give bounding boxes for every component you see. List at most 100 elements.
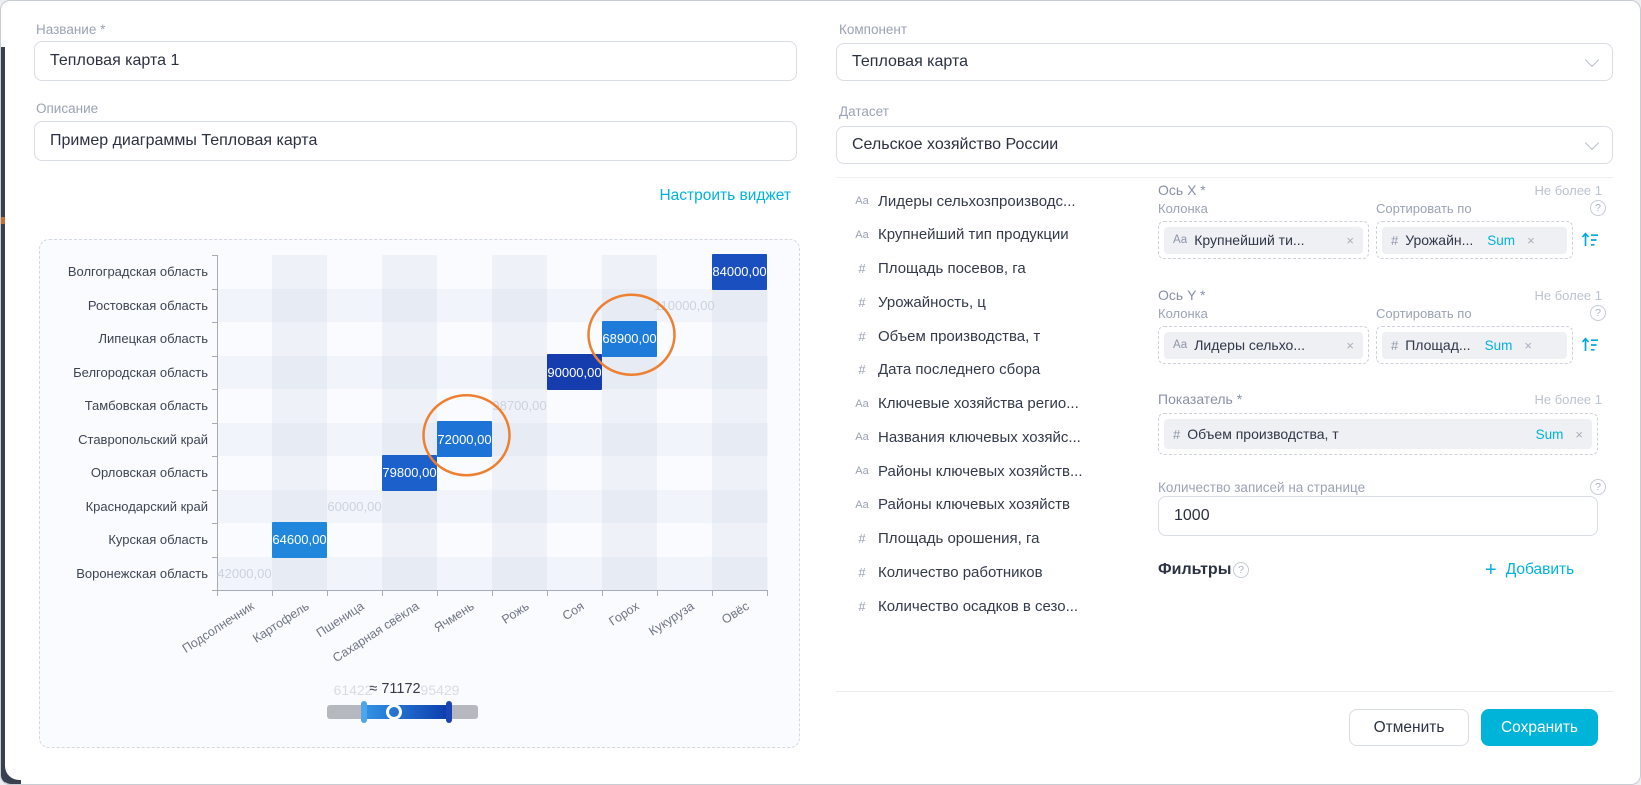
dataset-value: Сельское хозяйство России xyxy=(852,136,1059,153)
measure-limit: Не более 1 xyxy=(1534,392,1602,407)
cancel-button[interactable]: Отменить xyxy=(1349,709,1469,746)
x-axis-tick xyxy=(272,591,273,596)
field-name: Ключевые хозяйства регио... xyxy=(878,395,1079,412)
heatmap-cell[interactable]: 110000,00 xyxy=(654,297,715,313)
add-filter-button[interactable]: + Добавить xyxy=(1485,560,1574,580)
field-name: Объем производства, т xyxy=(878,327,1041,345)
sort-ascending-icon[interactable] xyxy=(1579,334,1601,356)
name-input[interactable] xyxy=(34,41,797,81)
x-axis-tick xyxy=(382,591,383,596)
slider-current-label: ≈ 71172 xyxy=(369,681,421,697)
slider-ring-marker[interactable] xyxy=(386,704,402,720)
help-icon[interactable]: ? xyxy=(1590,479,1606,495)
dataset-field-item[interactable]: # Количество осадков в сезо... xyxy=(849,593,1078,619)
plus-icon: + xyxy=(1485,559,1497,581)
dataset-field-item[interactable]: # Количество работников xyxy=(849,559,1043,585)
remove-icon[interactable]: × xyxy=(1346,232,1354,248)
heatmap-cell[interactable]: 60000,00 xyxy=(327,498,382,514)
remove-icon[interactable]: × xyxy=(1527,232,1535,248)
aggregation-badge[interactable]: Sum xyxy=(1535,426,1564,442)
y-axis-label: Белгородская область xyxy=(73,364,208,380)
heatmap-cell[interactable]: 68900,00 xyxy=(602,320,657,357)
dataset-field-item[interactable]: # Дата последнего сбора xyxy=(849,357,1040,383)
axis-x-sort-chip[interactable]: # Урожайн... Sum × xyxy=(1382,226,1567,254)
text-type-icon: Аа xyxy=(855,465,869,477)
heatmap-chart: Волгоградская область Ростовская область Л… xyxy=(40,240,799,747)
x-axis-line xyxy=(217,590,768,591)
dataset-field-item[interactable]: # Урожайность, ц xyxy=(849,289,986,315)
x-axis-tick xyxy=(217,591,218,596)
heatmap-cell[interactable]: 64600,00 xyxy=(272,521,327,558)
heatmap-cell[interactable]: 90000,00 xyxy=(547,354,602,391)
chip-label: Площад... xyxy=(1405,337,1471,353)
chevron-down-icon xyxy=(1584,52,1600,67)
heatmap-row-stripe xyxy=(217,489,768,523)
y-axis-label: Краснодарский край xyxy=(85,498,208,514)
dataset-field-item[interactable]: Аа Крупнейший тип продукции xyxy=(849,222,1068,248)
heatmap-cell[interactable]: 72000,00 xyxy=(437,421,492,458)
remove-icon[interactable]: × xyxy=(1575,426,1583,442)
heatmap-cell[interactable]: 98700,00 xyxy=(492,398,547,414)
slider-min-label: 61422 xyxy=(333,682,373,698)
dataset-field-item[interactable]: # Площадь посевов, га xyxy=(849,256,1025,282)
dataset-field-item[interactable]: Аа Районы ключевых хозяйств xyxy=(849,492,1070,518)
slider-max-label: 95429 xyxy=(420,682,460,698)
background-app-edge xyxy=(1,217,5,224)
dataset-field-item[interactable]: Аа Ключевые хозяйства регио... xyxy=(849,391,1079,417)
dataset-field-item[interactable]: Аа Лидеры сельхозпроизводс... xyxy=(849,188,1075,214)
dataset-field-item[interactable]: Аа Районы ключевых хозяйств... xyxy=(849,458,1082,484)
heatmap-cell[interactable]: 42000,00 xyxy=(217,565,272,581)
axis-y-column-dropzone[interactable]: Аа Лидеры сельхо... × xyxy=(1158,326,1369,364)
measure-title: Показатель * xyxy=(1158,391,1243,407)
number-type-icon: # xyxy=(858,598,866,614)
axis-x-sort-dropzone[interactable]: # Урожайн... Sum × xyxy=(1376,221,1573,259)
remove-icon[interactable]: × xyxy=(1524,337,1532,353)
component-label: Компонент xyxy=(839,22,908,37)
dataset-select[interactable]: Сельское хозяйство России xyxy=(836,126,1613,164)
axis-y-sort-dropzone[interactable]: # Площад... Sum × xyxy=(1376,326,1573,364)
aggregation-badge[interactable]: Sum xyxy=(1487,232,1516,248)
axis-y-column-chip[interactable]: Аа Лидеры сельхо... × xyxy=(1164,331,1363,359)
slider-right-handle[interactable] xyxy=(446,701,452,723)
number-type-icon: # xyxy=(858,261,866,276)
measure-chip[interactable]: # Объем производства, т Sum × xyxy=(1164,419,1592,449)
slider-left-handle[interactable] xyxy=(361,701,367,723)
measure-dropzone[interactable]: # Объем производства, т Sum × xyxy=(1158,413,1598,455)
axis-x-column-dropzone[interactable]: Аа Крупнейший ти... × xyxy=(1158,221,1369,259)
help-icon[interactable]: ? xyxy=(1590,305,1606,321)
sort-ascending-icon[interactable] xyxy=(1579,229,1601,251)
y-axis-line xyxy=(217,255,218,591)
number-type-icon: # xyxy=(858,294,866,310)
dataset-field-item[interactable]: # Площадь орошения, га xyxy=(849,526,1039,552)
axis-x-sort-label: Сортировать по xyxy=(1376,201,1472,216)
y-axis-tick xyxy=(212,422,217,424)
y-axis-tick xyxy=(212,322,217,323)
slider-track[interactable] xyxy=(327,701,478,723)
number-type-icon: # xyxy=(858,328,866,344)
axis-y-limit: Не более 1 xyxy=(1534,288,1602,303)
help-icon[interactable]: ? xyxy=(1233,562,1249,578)
dataset-field-item[interactable]: Аа Названия ключевых хозяйс... xyxy=(849,424,1081,450)
component-select[interactable]: Тепловая карта xyxy=(836,43,1613,81)
chevron-down-icon xyxy=(1584,135,1600,150)
configure-widget-link[interactable]: Настроить виджет xyxy=(659,187,791,204)
help-icon[interactable]: ? xyxy=(1590,200,1606,216)
x-axis-tick xyxy=(602,591,603,596)
aggregation-badge[interactable]: Sum xyxy=(1484,337,1513,353)
save-button[interactable]: Сохранить xyxy=(1481,709,1598,746)
heatmap-cell[interactable]: 79800,00 xyxy=(382,454,437,491)
dataset-field-item[interactable]: # Объем производства, т xyxy=(849,323,1040,349)
remove-icon[interactable]: × xyxy=(1346,337,1354,353)
description-input[interactable] xyxy=(34,121,797,161)
y-axis-tick xyxy=(212,255,217,256)
page-size-input[interactable] xyxy=(1158,496,1598,536)
x-axis-tick xyxy=(437,591,438,596)
number-type-icon: # xyxy=(1391,337,1399,353)
heatmap-cell[interactable]: 84000,00 xyxy=(712,253,767,290)
y-axis-label: Липецкая область xyxy=(98,331,209,346)
axis-y-sort-chip[interactable]: # Площад... Sum × xyxy=(1382,331,1567,359)
axis-x-column-chip[interactable]: Аа Крупнейший ти... × xyxy=(1164,226,1363,254)
field-name: Количество работников xyxy=(878,563,1043,581)
x-axis-tick xyxy=(712,591,713,596)
slider-selected-range[interactable] xyxy=(364,705,449,719)
